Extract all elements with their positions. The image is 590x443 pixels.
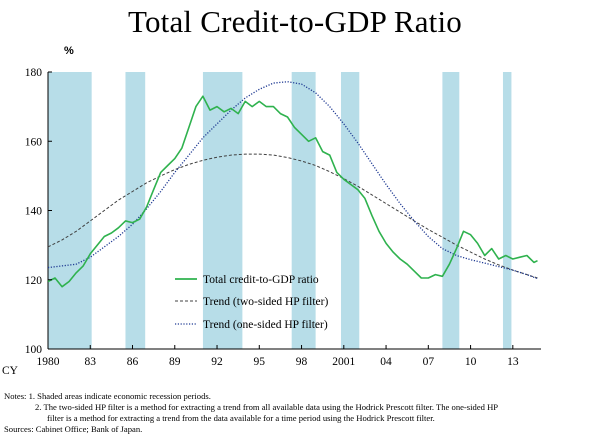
y-axis-unit: % [64,45,74,57]
y-tick-label: 140 [25,206,43,218]
chart-title: Total Credit-to-GDP Ratio [127,4,463,39]
x-tick-label: 98 [296,356,308,368]
y-tick-label: 100 [25,344,43,356]
recession-shade-5 [340,72,360,349]
sources-line: Sources: Cabinet Office; Bank of Japan. [4,424,143,434]
legend-label: Trend (one-sided HP filter) [203,319,328,331]
x-tick-label: 13 [507,356,519,368]
x-tick-label: 2001 [332,356,355,368]
legend-label: Trend (two-sided HP filter) [203,296,328,308]
y-axis: 100 120 140 160 180 [25,67,52,356]
recession-shades [48,72,512,349]
legend-label: Total credit-to-GDP ratio [203,274,319,286]
x-tick-label: 1980 [37,356,60,368]
y-tick-label: 160 [25,136,43,148]
x-tick-label: 10 [465,356,477,368]
note-line-3: filter is a method for extracting a tren… [47,413,435,423]
x-tick-label: 04 [380,356,392,368]
series-layer [47,81,538,288]
x-tick-label: 92 [211,356,223,368]
y-tick-label: 180 [25,67,43,79]
recession-shade-1 [48,72,92,349]
x-axis-label: CY [2,365,19,377]
series-line-dashed [47,153,538,279]
recession-shade-6 [442,72,460,349]
notes: Notes: 1. Shaded areas indicate economic… [4,391,590,435]
legend: Total credit-to-GDP ratio Trend (two-side… [175,274,328,331]
x-tick-label: 89 [169,356,181,368]
recession-shade-2 [125,72,146,349]
x-axis: 1980 83 86 89 92 95 98 2001 04 07 10 13 [37,345,519,368]
series-line-solid [47,95,538,288]
y-tick-label: 120 [25,275,43,287]
recession-shade-7 [502,72,512,349]
note-line-1: Notes: 1. Shaded areas indicate economic… [4,391,211,401]
x-tick-label: 86 [127,356,139,368]
x-tick-label: 95 [254,356,266,368]
x-tick-label: 83 [85,356,97,368]
note-line-2: 2. The two-sided HP filter is a method f… [35,402,499,412]
recession-shade-3 [202,72,243,349]
x-tick-label: 07 [423,356,435,368]
credit-to-gdp-chart: 100 120 140 160 180 1980 83 86 89 92 95 98 2001 04 07… [2,67,541,377]
